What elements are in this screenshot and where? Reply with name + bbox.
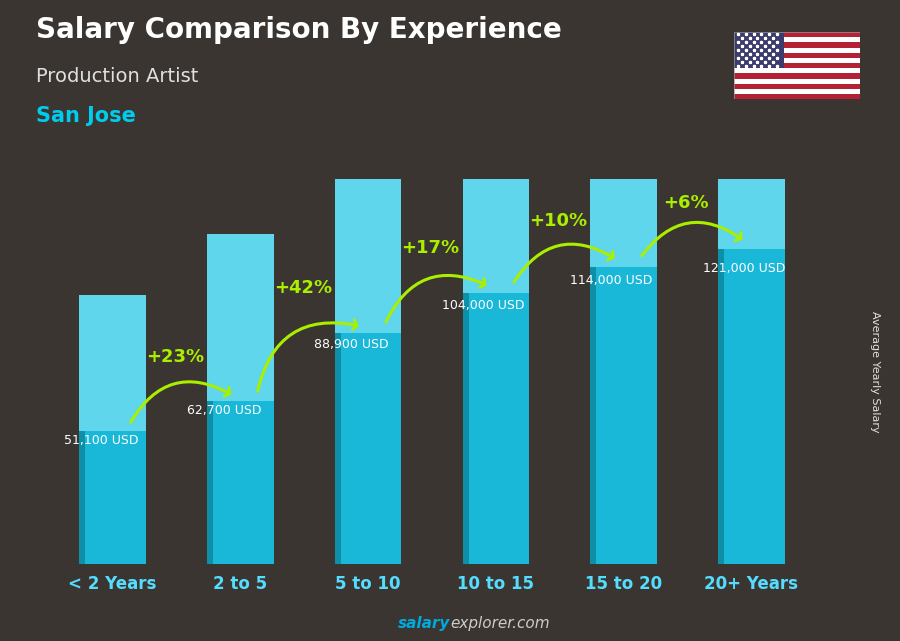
Bar [734, 42, 860, 47]
Text: 121,000 USD: 121,000 USD [703, 262, 785, 276]
Text: 51,100 USD: 51,100 USD [64, 434, 139, 447]
Bar [207, 398, 274, 564]
Text: 88,900 USD: 88,900 USD [314, 338, 389, 351]
Bar [79, 429, 86, 564]
Text: 104,000 USD: 104,000 USD [442, 299, 525, 312]
Bar [79, 296, 146, 431]
Text: +17%: +17% [401, 239, 460, 257]
Bar [207, 235, 274, 401]
Bar [734, 79, 860, 84]
Text: +6%: +6% [663, 194, 709, 212]
Bar [734, 32, 784, 69]
Bar [335, 328, 341, 564]
Text: 114,000 USD: 114,000 USD [570, 274, 652, 287]
Bar [734, 84, 860, 89]
Bar [79, 429, 146, 564]
Text: +23%: +23% [146, 349, 204, 367]
Bar [734, 89, 860, 94]
Bar [590, 0, 657, 267]
Bar [463, 288, 469, 564]
Text: 62,700 USD: 62,700 USD [186, 404, 261, 417]
Text: +42%: +42% [274, 279, 332, 297]
Bar [335, 97, 401, 333]
Text: San Jose: San Jose [36, 106, 136, 126]
Bar [734, 74, 860, 79]
Bar [718, 0, 785, 249]
Text: Average Yearly Salary: Average Yearly Salary [869, 311, 880, 433]
Text: Salary Comparison By Experience: Salary Comparison By Experience [36, 16, 562, 44]
Bar [718, 243, 724, 564]
Text: Production Artist: Production Artist [36, 67, 198, 87]
Bar [734, 32, 860, 37]
Bar [734, 47, 860, 53]
Bar [734, 63, 860, 69]
Bar [734, 94, 860, 99]
Text: +10%: +10% [529, 212, 588, 230]
Bar [718, 243, 785, 564]
Bar [734, 69, 860, 74]
Bar [590, 262, 597, 564]
Bar [335, 328, 401, 564]
Bar [463, 17, 529, 293]
Bar [734, 53, 860, 58]
Bar [463, 288, 529, 564]
Bar [734, 58, 860, 63]
Text: salary: salary [398, 617, 450, 631]
Bar [734, 37, 860, 42]
Bar [590, 262, 657, 564]
Bar [207, 398, 213, 564]
Text: explorer.com: explorer.com [450, 617, 550, 631]
